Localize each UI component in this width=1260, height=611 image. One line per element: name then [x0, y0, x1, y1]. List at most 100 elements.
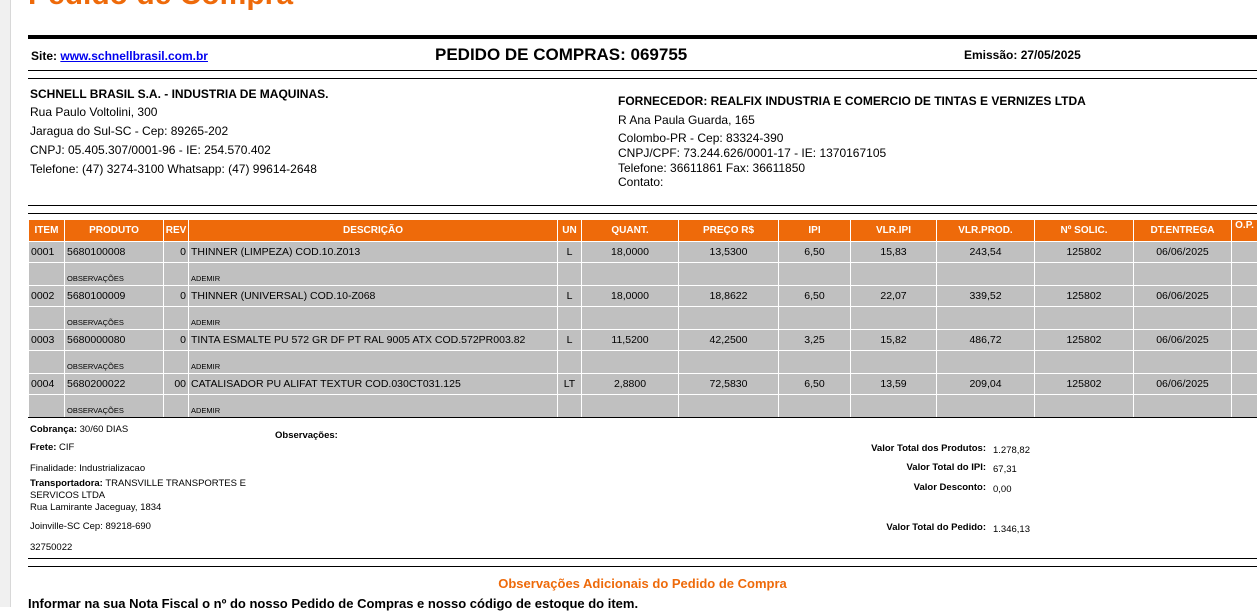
cell-rev: 0 [163, 285, 189, 307]
empty-cell [1034, 306, 1134, 330]
empty-cell [778, 306, 851, 330]
table-row: 0001 5680100008 0 THINNER (LIMPEZA) COD.10.… [28, 241, 1258, 263]
observation-row: OBSERVAÇÕES ADEMIR [28, 306, 1258, 330]
cell-un: LT [557, 373, 582, 395]
cell-entrega: 06/06/2025 [1133, 373, 1232, 395]
supplier-phones: Telefone: 36611861 Fax: 36611850 [618, 161, 806, 175]
buyer-address: Rua Paulo Voltolini, 300 [30, 105, 158, 119]
empty-cell [28, 306, 65, 330]
empty-cell [28, 262, 65, 286]
empty-cell [581, 350, 679, 374]
cell-op [1231, 373, 1258, 395]
divider [28, 70, 1257, 71]
empty-cell [678, 350, 779, 374]
col-rev: REV [163, 219, 189, 242]
cell-item: 0004 [28, 373, 65, 395]
obs-value: ADEMIR [188, 350, 558, 374]
empty-cell [850, 306, 937, 330]
buyer-info: SCHNELL BRASIL S.A. - INDUSTRIA DE MAQUI… [30, 86, 328, 179]
col-op: O.P. [1231, 219, 1258, 242]
site-link[interactable]: www.schnellbrasil.com.br [60, 49, 208, 63]
cell-preco: 72,5830 [678, 373, 779, 395]
empty-cell [557, 306, 582, 330]
cell-op [1231, 285, 1258, 307]
observation-row: OBSERVAÇÕES ADEMIR [28, 350, 1258, 374]
empty-cell [28, 394, 65, 418]
empty-cell [1034, 394, 1134, 418]
cell-produto: 5680200022 [64, 373, 164, 395]
empty-cell [1133, 262, 1232, 286]
buyer-name: SCHNELL BRASIL S.A. - INDUSTRIA DE MAQUI… [30, 87, 329, 101]
table-header: ITEM PRODUTO REV DESCRIÇÃO UN QUANT. PRE… [28, 219, 1258, 242]
empty-cell [778, 350, 851, 374]
cell-vlr-ipi: 22,07 [850, 285, 937, 307]
total-value: 1.346,13 [993, 524, 1030, 535]
empty-cell [581, 262, 679, 286]
cell-entrega: 06/06/2025 [1133, 241, 1232, 263]
obs-label: OBSERVAÇÕES [64, 394, 164, 418]
total-value: 0,00 [993, 484, 1012, 495]
additional-title: Observações Adicionais do Pedido de Comp… [498, 576, 787, 591]
cell-solic: 125802 [1034, 329, 1134, 351]
total-value: 67,31 [993, 464, 1017, 475]
observation-row: OBSERVAÇÕES ADEMIR [28, 394, 1258, 418]
cell-vlr-prod: 243,54 [936, 241, 1035, 263]
transportadora: Transportadora: TRANSVILLE TRANSPORTES E… [30, 478, 246, 514]
total-label: Valor Total do Pedido: [886, 522, 986, 533]
empty-cell [163, 394, 189, 418]
empty-cell [850, 262, 937, 286]
empty-cell [581, 306, 679, 330]
empty-cell [936, 306, 1035, 330]
empty-cell [936, 262, 1035, 286]
empty-cell [678, 394, 779, 418]
cell-ipi: 6,50 [778, 285, 851, 307]
cell-entrega: 06/06/2025 [1133, 285, 1232, 307]
total-label: Valor Total do IPI: [906, 462, 986, 473]
table-row: 0004 5680200022 00 CATALISADOR PU ALIFAT TE… [28, 373, 1258, 395]
obs-label: OBSERVAÇÕES [64, 306, 164, 330]
cell-solic: 125802 [1034, 373, 1134, 395]
frete: Frete: CIF [30, 442, 74, 453]
cell-produto: 5680000080 [64, 329, 164, 351]
additional-text: Informar na sua Nota Fiscal o nº do noss… [28, 596, 639, 611]
frete-value: CIF [59, 442, 75, 453]
cell-op [1231, 329, 1258, 351]
cell-un: L [557, 329, 582, 351]
empty-cell [1034, 262, 1134, 286]
empty-cell [557, 350, 582, 374]
cell-vlr-ipi: 15,83 [850, 241, 937, 263]
empty-cell [557, 262, 582, 286]
col-preco: PREÇO R$ [678, 219, 779, 242]
empty-cell [1231, 306, 1258, 330]
empty-cell [1133, 306, 1232, 330]
frete-label: Frete: [30, 442, 57, 453]
divider [28, 35, 1257, 39]
col-produto: PRODUTO [64, 219, 164, 242]
transp-label: Transportadora: [30, 478, 103, 489]
empty-cell [678, 262, 779, 286]
cell-vlr-ipi: 15,82 [850, 329, 937, 351]
obs-value: ADEMIR [188, 394, 558, 418]
emission-date: Emissão: 27/05/2025 [964, 48, 1081, 62]
empty-cell [28, 350, 65, 374]
cell-preco: 18,8622 [678, 285, 779, 307]
empty-cell [163, 306, 189, 330]
buyer-city: Jaragua do Sul-SC - Cep: 89265-202 [30, 124, 229, 138]
col-solic: Nº SOLIC. [1034, 219, 1134, 242]
cobranca: Cobrança: 30/60 DIAS [30, 424, 128, 435]
empty-cell [1133, 394, 1232, 418]
cell-quant: 18,0000 [581, 285, 679, 307]
obs-value: ADEMIR [188, 262, 558, 286]
empty-cell [778, 262, 851, 286]
observation-row: OBSERVAÇÕES ADEMIR [28, 262, 1258, 286]
empty-cell [850, 394, 937, 418]
cobranca-value: 30/60 DIAS [79, 424, 129, 435]
divider [28, 213, 1257, 214]
col-vlr-ipi: VLR.IPI [850, 219, 937, 242]
cell-preco: 13,5300 [678, 241, 779, 263]
table-row: 0002 5680100009 0 THINNER (UNIVERSAL) COD.1… [28, 285, 1258, 307]
cell-entrega: 06/06/2025 [1133, 329, 1232, 351]
total-label: Valor Total dos Produtos: [871, 443, 986, 454]
supplier-city: Colombo-PR - Cep: 83324-390 [618, 131, 784, 145]
cell-solic: 125802 [1034, 285, 1134, 307]
